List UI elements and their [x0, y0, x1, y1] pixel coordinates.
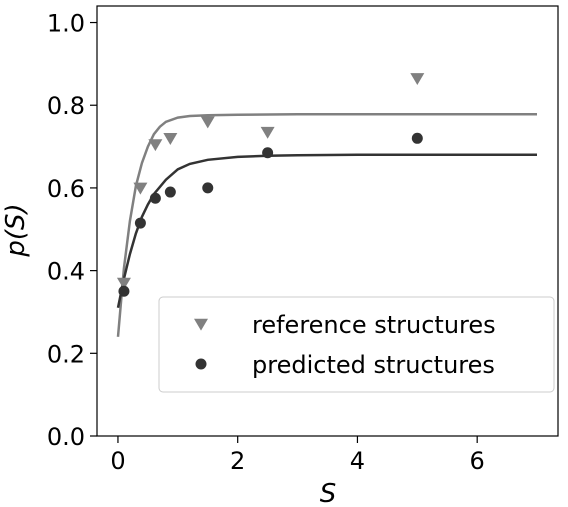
- legend: reference structures predicted structures: [158, 296, 555, 393]
- data-point-s0-5: [260, 126, 275, 139]
- data-point-s0-3: [163, 133, 178, 145]
- fit-line-0: [116, 113, 537, 337]
- x-tick-label: 0: [110, 447, 125, 475]
- data-point-s0-0: [116, 277, 131, 290]
- data-point-s0-4: [200, 116, 215, 129]
- data-point-s0-2: [148, 139, 163, 152]
- data-point-s0-1: [133, 182, 148, 195]
- x-axis-label: S: [320, 479, 337, 507]
- y-tick-label: 0.0: [47, 423, 85, 451]
- x-tick-label: 2: [230, 447, 245, 475]
- legend-marker-0: [194, 318, 208, 331]
- legend-label-1: predicted structures: [252, 351, 495, 379]
- y-tick-label: 0.4: [47, 258, 85, 286]
- markers: [116, 73, 425, 297]
- x-tick-label: 4: [350, 447, 365, 475]
- data-point-s1-5: [262, 147, 274, 159]
- fit-line-1: [116, 153, 537, 309]
- y-tick-label: 0.6: [47, 175, 85, 203]
- y-tick-label: 1.0: [47, 10, 85, 38]
- y-tick-label: 0.8: [47, 92, 85, 120]
- legend-label-0: reference structures: [252, 311, 496, 339]
- fit-lines: [116, 113, 537, 337]
- plot-frame: [96, 5, 559, 437]
- data-point-s1-0: [118, 285, 130, 297]
- data-point-s0-6: [410, 73, 425, 86]
- data-point-s1-1: [134, 217, 146, 229]
- axes: 0 2 4 6 0.0 0.2 0.4 0.6 0.8 1.0: [47, 5, 559, 475]
- legend-box: [158, 296, 555, 393]
- data-point-s1-3: [164, 186, 176, 198]
- x-tick-label: 6: [470, 447, 485, 475]
- y-tick-label: 0.2: [47, 340, 85, 368]
- legend-marker-1: [195, 358, 207, 370]
- y-axis-label: p(S): [1, 203, 31, 257]
- data-point-s1-6: [411, 132, 423, 144]
- data-point-s1-4: [202, 182, 214, 194]
- data-point-s1-2: [149, 192, 161, 204]
